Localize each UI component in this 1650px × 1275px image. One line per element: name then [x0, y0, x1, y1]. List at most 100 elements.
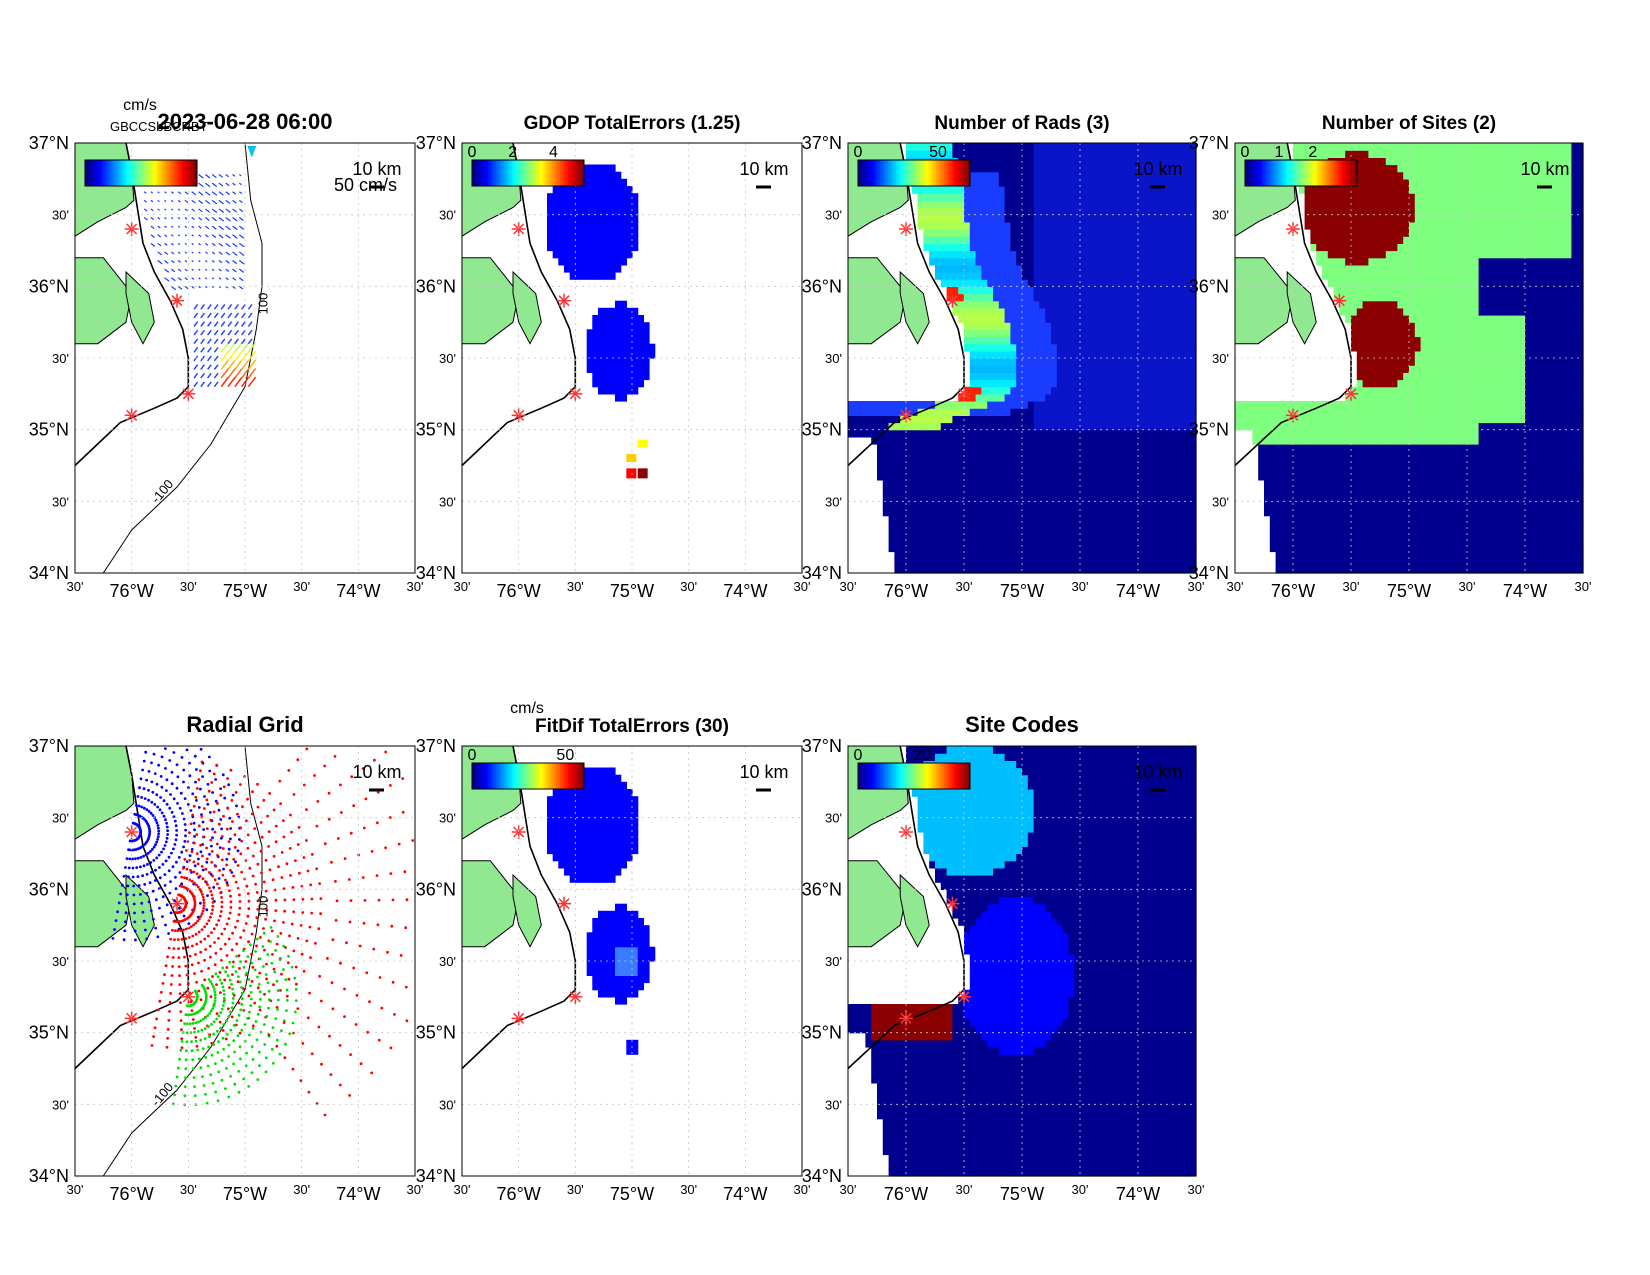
grid-cell [1022, 329, 1029, 338]
grid-cell [1345, 186, 1352, 194]
grid-cell [1091, 379, 1098, 388]
grid-cell [1167, 379, 1174, 388]
grid-cell [1356, 479, 1364, 488]
grid-cell [1016, 494, 1023, 502]
grid-cell [1385, 350, 1393, 359]
grid-cell [964, 186, 971, 194]
grid-cell [569, 272, 576, 280]
grid-cell [609, 193, 616, 201]
grid-cell [1161, 487, 1168, 495]
grid-cell [1022, 171, 1029, 180]
current-vector [207, 329, 212, 336]
current-vector [198, 285, 201, 289]
grid-cell [1385, 236, 1393, 244]
grid-cell [1172, 315, 1180, 323]
grid-cell [1403, 451, 1410, 459]
grid-cell [1097, 286, 1104, 295]
grid-cell [1368, 186, 1375, 194]
colorbar-segment [129, 160, 132, 186]
grid-cell [1362, 558, 1369, 567]
grid-cell [993, 429, 1000, 438]
grid-cell [603, 243, 610, 252]
grid-cell [1269, 458, 1277, 467]
grid-cell [1039, 336, 1046, 345]
colorbar-segment [884, 160, 887, 186]
grid-cell [923, 522, 930, 531]
grid-cell [1074, 272, 1081, 280]
grid-cell [993, 415, 1000, 424]
grid-cell [1120, 522, 1127, 531]
grid-cell [1103, 458, 1110, 467]
grid-cell [1056, 515, 1064, 524]
grid-cell [1138, 444, 1145, 452]
grid-cell [1114, 164, 1122, 173]
grid-cell [1132, 293, 1139, 302]
grid-cell [1143, 157, 1151, 166]
grid-cell [1298, 408, 1306, 416]
grid-cell [1051, 143, 1058, 151]
grid-cell [1091, 264, 1098, 273]
grid-cell [1016, 143, 1023, 151]
grid-cell [1362, 458, 1369, 467]
grid-cell [1097, 551, 1104, 560]
grid-cell [1374, 494, 1381, 502]
grid-cell [1022, 365, 1029, 373]
grid-cell [1391, 264, 1398, 273]
grid-cell [1097, 415, 1104, 424]
grid-cell [1172, 143, 1180, 151]
grid-cell [1161, 358, 1168, 366]
grid-cell [1322, 458, 1329, 467]
grid-cell [882, 422, 890, 431]
grid-cell [1391, 465, 1398, 474]
panel-gdop-total-errors [461, 142, 803, 574]
grid-cell [917, 436, 924, 445]
grid-cell [1097, 250, 1104, 259]
grid-cell [1380, 508, 1387, 517]
grid-cell [632, 307, 639, 316]
current-vector [150, 234, 155, 238]
colorbar-segment [898, 160, 901, 186]
grid-cell [1190, 415, 1197, 424]
grid-cell [900, 401, 907, 409]
grid-cell [1010, 143, 1017, 151]
grid-cell [598, 171, 605, 180]
grid-cell [1155, 143, 1162, 151]
lon-tick-label: 76°W [110, 581, 154, 601]
grid-cell [1155, 544, 1162, 553]
grid-cell [946, 243, 953, 252]
grid-cell [1149, 350, 1156, 359]
grid-cell [1391, 401, 1398, 409]
grid-cell [1039, 537, 1046, 545]
grid-cell [1190, 508, 1197, 517]
grid-cell [1109, 487, 1116, 495]
grid-cell [1004, 422, 1011, 431]
grid-cell [1269, 494, 1277, 502]
grid-cell [1004, 508, 1011, 517]
grid-cell [620, 193, 627, 201]
grid-cell [1339, 465, 1346, 474]
current-vector [184, 217, 188, 220]
grid-cell [1132, 322, 1139, 330]
grid-cell [1022, 307, 1029, 316]
grid-cell [1362, 193, 1369, 201]
grid-cell [1022, 415, 1029, 424]
grid-cell [1080, 530, 1087, 538]
grid-cell [1178, 551, 1185, 560]
grid-cell [969, 458, 977, 467]
grid-cell [1333, 264, 1340, 273]
grid-cell [1138, 565, 1145, 574]
colorbar [471, 159, 585, 187]
grid-cell [1310, 408, 1317, 416]
grid-cell [1080, 401, 1087, 409]
colorbar-segment [574, 160, 577, 186]
grid-cell [1184, 322, 1191, 330]
grid-cell [1385, 522, 1393, 531]
grid-cell [1351, 307, 1358, 316]
grid-cell [1351, 343, 1358, 352]
grid-cell [969, 157, 977, 166]
grid-cell [1126, 487, 1133, 495]
grid-cell [1068, 214, 1075, 223]
grid-cell [940, 544, 948, 553]
grid-cell [1333, 565, 1340, 574]
grid-cell [1004, 451, 1011, 459]
